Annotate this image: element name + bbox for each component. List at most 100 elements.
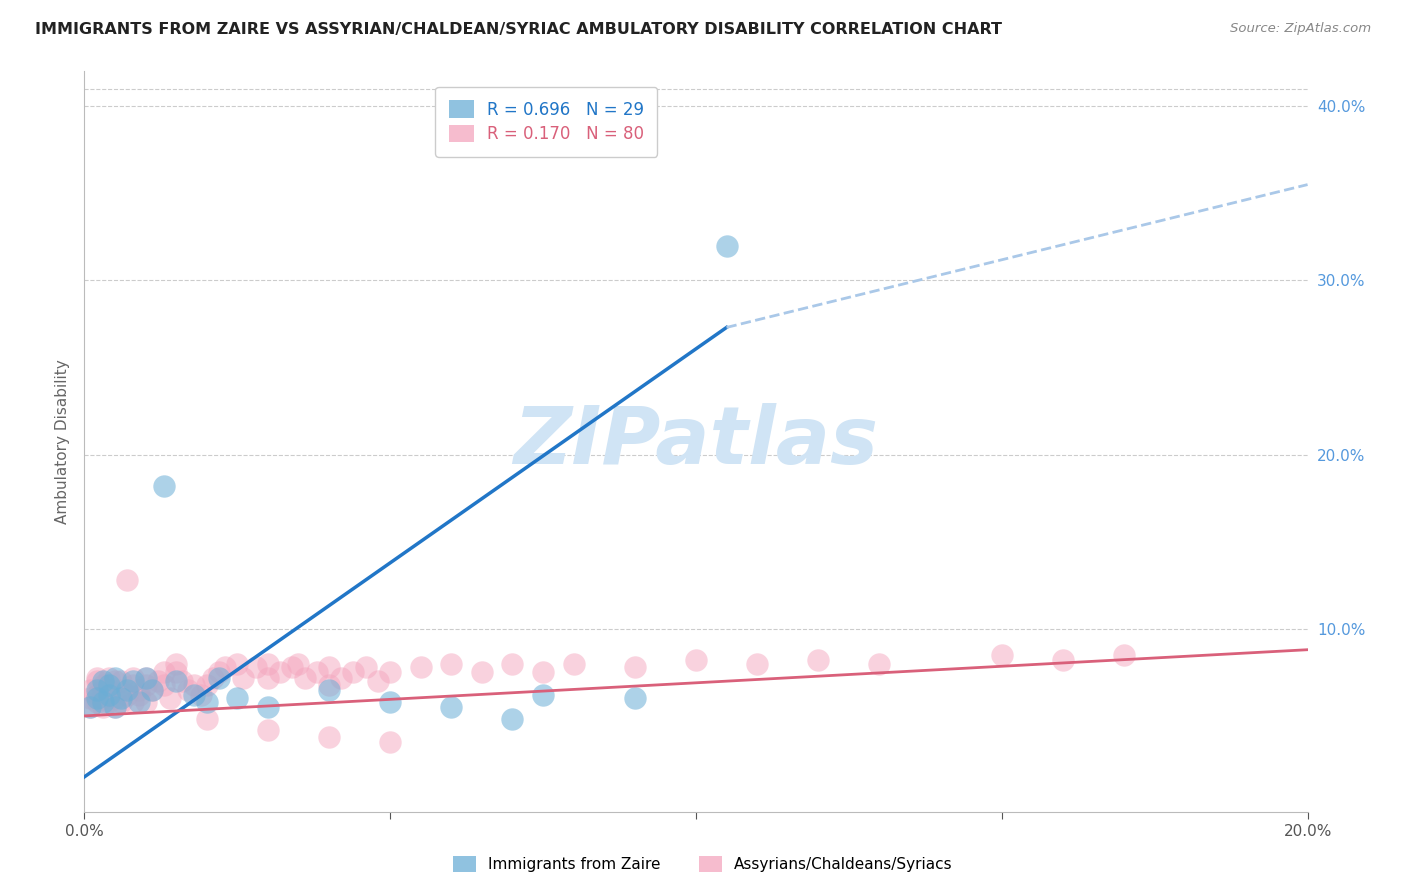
- Point: [214, 660, 236, 674]
- Legend: Immigrants from Zaire, Assyrians/Chaldeans/Syriacs: Immigrants from Zaire, Assyrians/Chaldea…: [446, 848, 960, 880]
- Point: [104, 691, 127, 706]
- Point: [115, 688, 138, 702]
- Point: [807, 653, 830, 667]
- Text: ZIPatlas: ZIPatlas: [513, 402, 879, 481]
- Point: [195, 677, 218, 691]
- Point: [685, 653, 707, 667]
- Point: [122, 677, 145, 691]
- Point: [471, 665, 494, 680]
- Point: [232, 671, 254, 685]
- Point: [1114, 648, 1136, 662]
- Point: [79, 682, 101, 697]
- Y-axis label: Ambulatory Disability: Ambulatory Disability: [55, 359, 70, 524]
- Point: [110, 682, 132, 697]
- Point: [869, 657, 891, 671]
- Point: [135, 671, 157, 685]
- Point: [318, 730, 340, 744]
- Point: [153, 479, 176, 493]
- Point: [165, 657, 187, 671]
- Point: [208, 671, 231, 685]
- Point: [86, 688, 108, 702]
- Point: [257, 657, 280, 671]
- Text: IMMIGRANTS FROM ZAIRE VS ASSYRIAN/CHALDEAN/SYRIAC AMBULATORY DISABILITY CORRELAT: IMMIGRANTS FROM ZAIRE VS ASSYRIAN/CHALDE…: [35, 22, 1002, 37]
- Point: [409, 660, 432, 674]
- Point: [562, 657, 585, 671]
- Legend: R = 0.696   N = 29, R = 0.170   N = 80: R = 0.696 N = 29, R = 0.170 N = 80: [436, 87, 657, 157]
- Point: [226, 657, 249, 671]
- Point: [110, 691, 132, 706]
- Point: [991, 648, 1014, 662]
- Point: [226, 691, 249, 706]
- Point: [183, 688, 205, 702]
- Point: [318, 677, 340, 691]
- Point: [104, 700, 127, 714]
- Point: [141, 682, 163, 697]
- Point: [305, 665, 328, 680]
- Point: [531, 665, 554, 680]
- Point: [354, 660, 377, 674]
- Point: [190, 688, 212, 702]
- Point: [91, 674, 114, 689]
- Point: [86, 671, 108, 685]
- Point: [146, 674, 169, 689]
- Point: [128, 682, 150, 697]
- Point: [531, 688, 554, 702]
- Point: [97, 688, 120, 702]
- Point: [91, 682, 114, 697]
- Point: [201, 671, 224, 685]
- Point: [153, 665, 176, 680]
- Text: Source: ZipAtlas.com: Source: ZipAtlas.com: [1230, 22, 1371, 36]
- Point: [79, 700, 101, 714]
- Point: [104, 671, 127, 685]
- Point: [342, 665, 364, 680]
- Point: [97, 682, 120, 697]
- Point: [624, 660, 647, 674]
- Point: [86, 691, 108, 706]
- Point: [110, 674, 132, 689]
- Point: [141, 682, 163, 697]
- Point: [79, 700, 101, 714]
- Point: [195, 712, 218, 726]
- Point: [747, 657, 769, 671]
- Point: [440, 657, 463, 671]
- Point: [97, 695, 120, 709]
- Point: [165, 665, 187, 680]
- Point: [380, 735, 402, 749]
- Point: [257, 700, 280, 714]
- Point: [367, 674, 389, 689]
- Point: [330, 671, 353, 685]
- Point: [257, 723, 280, 737]
- Point: [79, 691, 101, 706]
- Point: [177, 682, 200, 697]
- Point: [91, 677, 114, 691]
- Point: [624, 691, 647, 706]
- Point: [115, 573, 138, 587]
- Point: [128, 688, 150, 702]
- Point: [287, 657, 309, 671]
- Point: [86, 682, 108, 697]
- Point: [91, 695, 114, 709]
- Point: [172, 674, 194, 689]
- Point: [318, 660, 340, 674]
- Point: [318, 682, 340, 697]
- Point: [380, 665, 402, 680]
- Point: [716, 238, 738, 252]
- Point: [135, 671, 157, 685]
- Point: [122, 674, 145, 689]
- Point: [122, 671, 145, 685]
- Point: [110, 695, 132, 709]
- Point: [245, 660, 267, 674]
- Point: [97, 671, 120, 685]
- Point: [294, 671, 316, 685]
- Point: [91, 691, 114, 706]
- Point: [1052, 653, 1074, 667]
- Point: [195, 695, 218, 709]
- Point: [135, 677, 157, 691]
- Point: [502, 657, 524, 671]
- Point: [97, 677, 120, 691]
- Point: [104, 700, 127, 714]
- Point: [502, 712, 524, 726]
- Point: [153, 677, 176, 691]
- Point: [86, 674, 108, 689]
- Point: [269, 665, 291, 680]
